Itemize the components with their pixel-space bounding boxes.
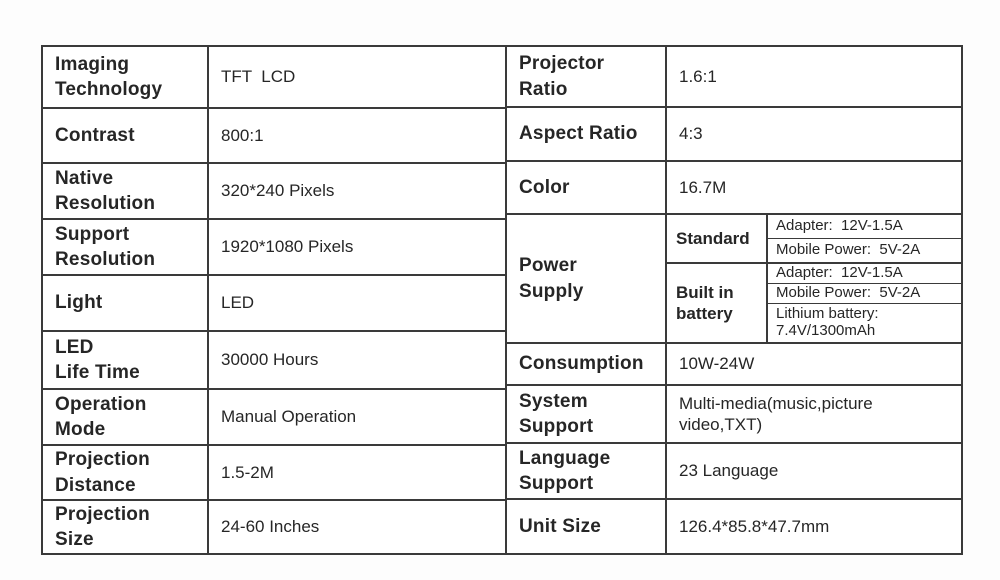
spec-value-imaging-technology: TFT LCD <box>221 67 296 87</box>
spec-value-standard-mobile-power: Mobile Power: 5V-2A <box>768 238 961 262</box>
table-row: Projection Distance 1.5-2M <box>43 444 505 499</box>
spec-value-projection-distance: 1.5-2M <box>221 462 274 482</box>
spec-value-native-resolution: 320*240 Pixels <box>221 181 335 201</box>
spec-label-support-resolution: Support Resolution <box>43 220 209 274</box>
spec-value-standard-adapter: Adapter: 12V-1.5A <box>776 217 903 235</box>
table-row: Operation Mode Manual Operation <box>43 388 505 444</box>
spec-value-aspect-ratio: 4:3 <box>679 124 703 144</box>
table-row: Language Support 23 Language <box>507 442 961 498</box>
spec-value-color: 16.7M <box>679 177 727 197</box>
spec-label-operation-mode: Operation Mode <box>43 390 209 444</box>
table-row: Imaging Technology TFT LCD <box>43 47 505 107</box>
table-row: Unit Size 126.4*85.8*47.7mm <box>507 498 961 553</box>
spec-value-unit-size: 126.4*85.8*47.7mm <box>679 516 830 536</box>
power-supply-builtin-section: Built in battery Adapter: 12V-1.5A Mobil… <box>667 262 961 342</box>
spec-value-consumption: 10W-24W <box>679 354 755 374</box>
table-row: Contrast 800:1 <box>43 107 505 162</box>
table-row: Aspect Ratio 4:3 <box>507 106 961 160</box>
table-row: System Support Multi-media(music,picture… <box>507 384 961 442</box>
power-supply-standard-section: Standard Adapter: 12V-1.5A Mobile Power:… <box>667 215 961 262</box>
spec-label-projection-size: Projection Size <box>43 501 209 553</box>
spec-value-contrast: 800:1 <box>221 125 264 145</box>
spec-value-support-resolution: 1920*1080 Pixels <box>221 237 354 257</box>
spec-table-right-column: Projector Ratio 1.6:1 Aspect Ratio 4:3 C… <box>507 47 961 553</box>
table-row: Color 16.7M <box>507 160 961 213</box>
spec-label-projection-distance: Projection Distance <box>43 446 209 499</box>
spec-value-language-support: 23 Language <box>679 461 779 481</box>
spec-value-system-support: Multi-media(music,picture video,TXT) <box>679 393 873 434</box>
table-row: Projector Ratio 1.6:1 <box>507 47 961 106</box>
spec-label-contrast: Contrast <box>43 109 209 162</box>
power-supply-row: Power Supply Standard Adapter: 12V-1.5A … <box>507 213 961 342</box>
spec-value-builtin-adapter: Adapter: 12V-1.5A <box>776 264 903 281</box>
table-row: Projection Size 24-60 Inches <box>43 499 505 553</box>
table-row: Native Resolution 320*240 Pixels <box>43 162 505 218</box>
spec-value-builtin-mobile-power: Mobile Power: 5V-2A <box>768 282 961 303</box>
table-row: Consumption 10W-24W <box>507 342 961 384</box>
table-row: Support Resolution 1920*1080 Pixels <box>43 218 505 274</box>
spec-label-light: Light <box>43 276 209 330</box>
table-row: Light LED <box>43 274 505 330</box>
projector-spec-table: Imaging Technology TFT LCD Contrast 800:… <box>41 45 963 555</box>
spec-label-consumption: Consumption <box>507 344 667 384</box>
spec-label-native-resolution: Native Resolution <box>43 164 209 218</box>
spec-label-unit-size: Unit Size <box>507 500 667 553</box>
spec-sublabel-standard: Standard <box>667 215 768 262</box>
spec-value-operation-mode: Manual Operation <box>221 407 357 427</box>
spec-label-aspect-ratio: Aspect Ratio <box>507 108 667 160</box>
table-row: LED Life Time 30000 Hours <box>43 330 505 388</box>
spec-label-led-life-time: LED Life Time <box>43 332 209 388</box>
spec-label-projector-ratio: Projector Ratio <box>507 47 667 106</box>
power-supply-builtin-items: Adapter: 12V-1.5A Mobile Power: 5V-2A Li… <box>768 264 961 342</box>
spec-value-projector-ratio: 1.6:1 <box>679 66 717 86</box>
spec-label-color: Color <box>507 162 667 213</box>
spec-value-builtin-lithium-battery: Lithium battery: 7.4V/1300mAh <box>768 302 961 342</box>
spec-table-left-column: Imaging Technology TFT LCD Contrast 800:… <box>43 47 507 553</box>
power-supply-detail-grid: Standard Adapter: 12V-1.5A Mobile Power:… <box>667 215 961 342</box>
spec-value-light: LED <box>221 293 255 313</box>
spec-label-system-support: System Support <box>507 386 667 442</box>
spec-value-led-life-time: 30000 Hours <box>221 350 319 370</box>
spec-label-power-supply: Power Supply <box>507 215 667 342</box>
spec-sublabel-built-in-battery: Built in battery <box>667 264 768 342</box>
spec-label-language-support: Language Support <box>507 444 667 498</box>
spec-value-projection-size: 24-60 Inches <box>221 517 320 537</box>
power-supply-standard-items: Adapter: 12V-1.5A Mobile Power: 5V-2A <box>768 215 961 262</box>
spec-label-imaging-technology: Imaging Technology <box>43 47 209 107</box>
